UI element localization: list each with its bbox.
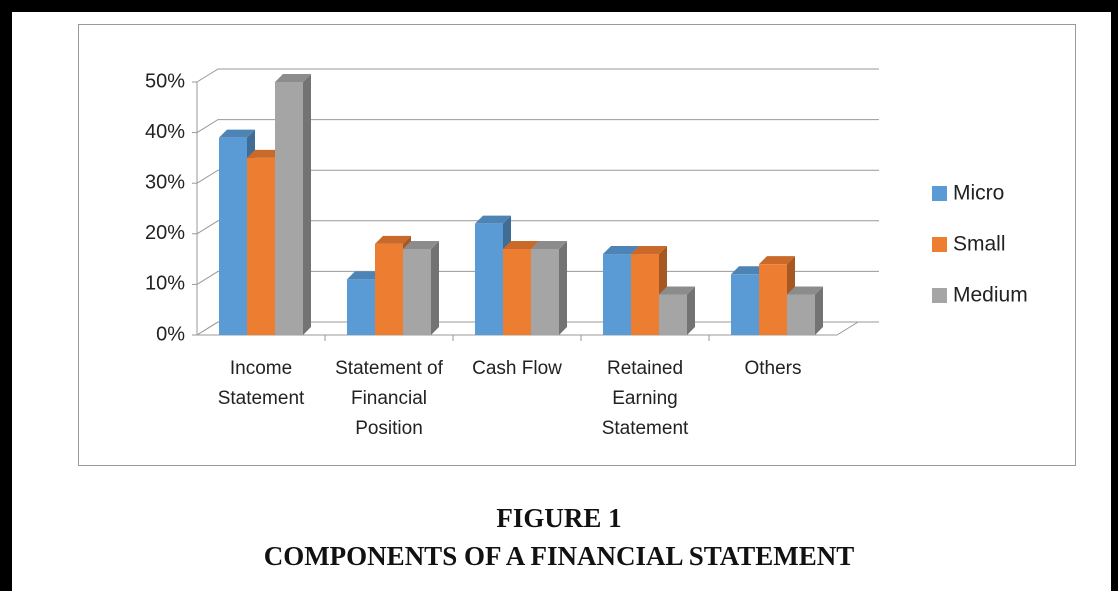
bar — [659, 294, 687, 335]
bar — [787, 294, 815, 335]
y-tick-label: 30% — [145, 171, 185, 193]
bar — [631, 254, 659, 335]
bar — [475, 223, 503, 335]
grid-line — [196, 169, 879, 184]
bar-top — [759, 256, 795, 265]
frame-left — [0, 0, 12, 591]
x-tick-label: Cash Flow — [472, 358, 562, 379]
legend-label: Small — [953, 233, 1006, 256]
y-tick-label: 10% — [145, 273, 185, 295]
bar-side — [559, 240, 567, 335]
figure-number: FIGURE 1 — [496, 503, 622, 533]
bar-side — [815, 286, 823, 335]
y-tick-label: 20% — [145, 222, 185, 244]
legend-label: Micro — [953, 182, 1004, 205]
bar — [403, 248, 431, 335]
grid-line — [196, 220, 879, 235]
bar-side — [687, 286, 695, 335]
bar — [275, 82, 303, 335]
bar-side — [431, 240, 439, 335]
bar-top — [659, 286, 695, 295]
bar-top — [475, 215, 511, 224]
chart-box — [78, 24, 1076, 466]
bar-top — [731, 266, 767, 275]
grid-line — [196, 68, 879, 83]
bar — [531, 248, 559, 335]
bar-top — [503, 240, 539, 249]
bar-top — [219, 129, 255, 138]
grid-line — [196, 119, 879, 134]
frame-right — [1111, 0, 1118, 591]
x-tick-label: Others — [744, 358, 802, 379]
x-tick-label: Retained Earning Statement — [601, 358, 689, 439]
y-tick-label: 40% — [145, 121, 185, 143]
bar — [347, 279, 375, 335]
bar — [219, 137, 247, 335]
legend-swatch — [932, 237, 947, 252]
bar — [503, 248, 531, 335]
bar-top — [787, 286, 823, 295]
legend-swatch — [932, 186, 947, 201]
bar — [759, 264, 787, 335]
bar-top — [531, 240, 567, 249]
y-tick-label: 0% — [156, 323, 185, 345]
legend-label: Medium — [953, 284, 1028, 307]
bar-side — [303, 74, 311, 335]
bar — [731, 274, 759, 335]
legend-swatch — [932, 288, 947, 303]
bar-top — [375, 235, 411, 244]
frame-top — [0, 0, 1118, 12]
bar-top — [347, 271, 383, 280]
figure-title: COMPONENTS OF A FINANCIAL STATEMENT — [263, 541, 855, 571]
bar — [247, 157, 275, 335]
bar — [375, 243, 403, 335]
bar-top — [603, 246, 639, 255]
x-tick-label: Statement of Financial Position — [335, 358, 443, 439]
x-tick-label: Income Statement — [217, 358, 305, 409]
bar-top — [403, 240, 439, 249]
bar-top — [247, 149, 283, 158]
bar-top — [631, 246, 667, 255]
bar — [603, 254, 631, 335]
y-tick-label: 50% — [145, 70, 185, 92]
bar-top — [275, 74, 311, 82]
